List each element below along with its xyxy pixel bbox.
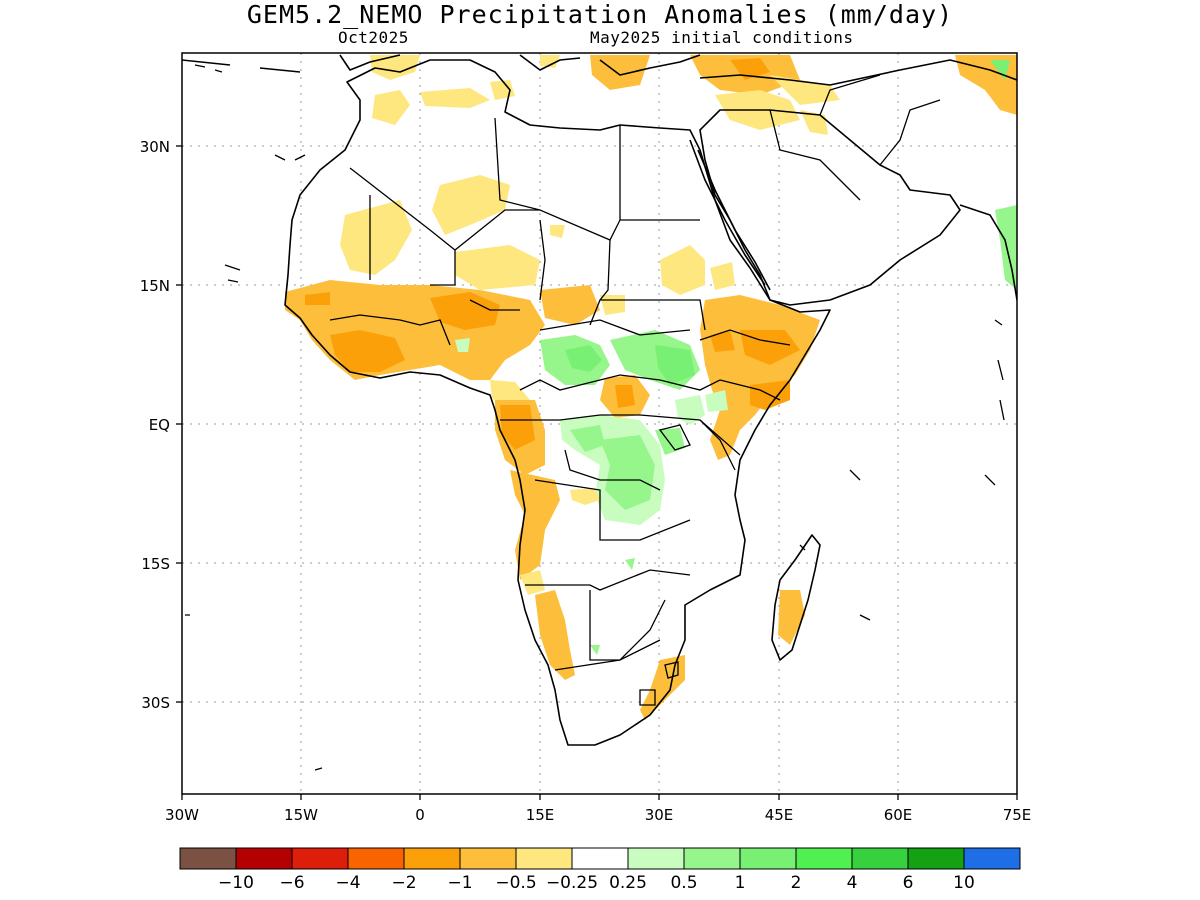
colorbar-label: 6 <box>903 873 914 893</box>
colorbar-swatch <box>571 847 629 870</box>
colorbar-label: −6 <box>279 873 304 893</box>
map-title: GEM5.2_NEMO Precipitation Anomalies (mm/… <box>246 0 954 29</box>
colorbar-label: 0.25 <box>609 873 647 893</box>
colorbar-label: −10 <box>218 873 254 893</box>
initial-conditions: May2025 initial conditions <box>590 28 854 47</box>
colorbar-label: −0.5 <box>495 873 536 893</box>
lat-tick-label: 15S <box>141 555 170 573</box>
colorbar-swatch <box>291 847 349 870</box>
lon-tick-label: 0 <box>415 806 425 824</box>
lat-tick-label: EQ <box>149 416 170 434</box>
colorbar-swatch <box>907 847 965 870</box>
island-specks <box>185 64 1005 771</box>
lon-tick-label: 15E <box>526 806 555 824</box>
lon-tick-label: 30E <box>645 806 674 824</box>
colorbar-swatch <box>459 847 517 870</box>
colorbar-swatch <box>963 847 1021 870</box>
colorbar-label: −2 <box>391 873 416 893</box>
lat-tick-label: 30N <box>140 138 170 156</box>
colorbar-swatch <box>235 847 293 870</box>
colorbar-label: 10 <box>953 873 975 893</box>
colorbar-label: −4 <box>335 873 360 893</box>
map-panel <box>182 53 1017 794</box>
colorbar: −10 −6 −4 −2 −1 −0.5 −0.25 0.25 0.5 1 2 4 6 10 <box>179 847 1021 893</box>
lon-tick-label: 45E <box>765 806 794 824</box>
colorbar-label: −0.25 <box>546 873 598 893</box>
colorbar-label: 1 <box>735 873 746 893</box>
colorbar-swatch <box>403 847 461 870</box>
colorbar-label: −1 <box>447 873 472 893</box>
lat-tick-label: 15N <box>140 277 170 295</box>
lon-tick-label: 15W <box>284 806 318 824</box>
colorbar-swatch <box>347 847 405 870</box>
lat-axis <box>176 145 182 703</box>
colorbar-swatch <box>851 847 909 870</box>
lon-tick-label: 30W <box>165 806 199 824</box>
colorbar-label: 4 <box>847 873 858 893</box>
colorbar-swatch <box>179 847 237 870</box>
coastlines <box>182 54 1017 746</box>
lat-tick-label: 30S <box>141 694 170 712</box>
lon-tick-label: 75E <box>1003 806 1032 824</box>
colorbar-label: 0.5 <box>670 873 697 893</box>
colorbar-swatch <box>627 847 685 870</box>
colorbar-swatch <box>795 847 853 870</box>
colorbar-swatch <box>739 847 797 870</box>
anomaly-shading <box>285 55 1017 720</box>
colorbar-swatch <box>515 847 573 870</box>
colorbar-label: 2 <box>791 873 802 893</box>
lon-tick-label: 60E <box>884 806 913 824</box>
country-borders <box>329 74 941 706</box>
colorbar-swatch <box>683 847 741 870</box>
valid-month: Oct2025 <box>338 28 409 47</box>
lon-axis <box>181 794 1018 800</box>
